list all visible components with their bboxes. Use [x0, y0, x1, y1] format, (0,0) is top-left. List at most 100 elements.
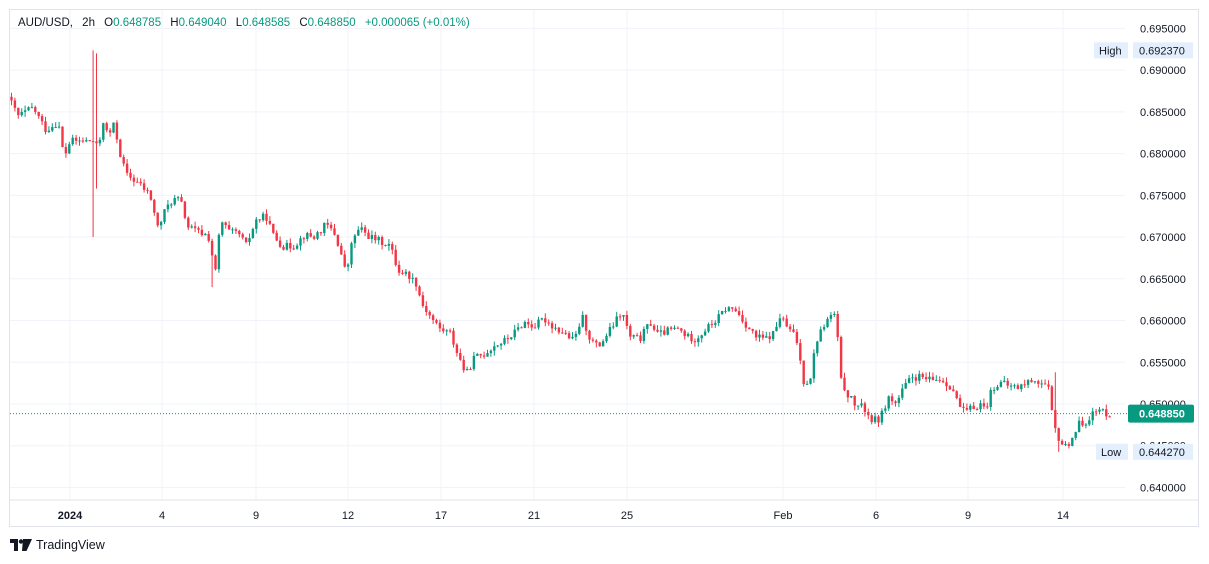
x-axis-tick-label: 6	[873, 510, 879, 522]
candle-body	[367, 232, 370, 239]
candle-body	[217, 234, 221, 270]
candle-body	[506, 338, 510, 340]
candle-body	[516, 327, 520, 330]
candle-body	[778, 318, 782, 327]
candle-body	[479, 353, 482, 356]
candle	[567, 330, 571, 340]
candle-body	[465, 369, 469, 371]
candle-body	[272, 223, 275, 233]
candle	[370, 230, 374, 244]
candle-body	[387, 243, 391, 246]
candle-body	[323, 222, 326, 233]
candle	[962, 402, 965, 413]
candle	[47, 126, 51, 133]
candle	[275, 230, 278, 242]
candle-body	[98, 139, 102, 144]
candle-body	[741, 315, 744, 322]
candle-body	[686, 333, 690, 337]
candle-body	[428, 311, 431, 316]
candle-body	[1003, 380, 1006, 382]
candle	[1037, 379, 1040, 388]
candle-body	[105, 123, 108, 131]
candle	[850, 395, 853, 398]
candle	[656, 325, 659, 333]
candle-body	[452, 330, 455, 345]
legend-interval[interactable]: 2h	[82, 17, 95, 29]
candle-body	[724, 310, 727, 312]
candle-body	[1074, 432, 1077, 438]
candle	[986, 402, 989, 410]
candle-body	[574, 333, 578, 337]
candle-body	[826, 318, 829, 328]
candle	[469, 367, 472, 371]
candle-body	[190, 226, 193, 228]
candle-body	[700, 335, 703, 339]
candle	[129, 168, 132, 181]
candle	[680, 327, 683, 333]
candle	[312, 234, 316, 241]
candle	[1081, 416, 1084, 427]
candle	[210, 238, 214, 288]
legend-symbol[interactable]: AUD/USD	[18, 17, 70, 29]
candle-body	[761, 334, 765, 338]
candle	[1084, 422, 1088, 429]
candle	[340, 242, 343, 255]
candle-body	[958, 398, 962, 407]
candle-body	[391, 243, 394, 250]
candle	[319, 231, 323, 236]
candle-body	[61, 126, 64, 148]
candle	[1030, 377, 1033, 383]
candle-body	[176, 197, 180, 199]
candle	[833, 311, 836, 318]
candle-body	[765, 336, 768, 338]
candle-body	[102, 123, 105, 140]
candle	[333, 223, 336, 236]
candle	[1054, 372, 1057, 433]
candle	[489, 349, 493, 357]
candle	[533, 322, 537, 329]
candle	[625, 310, 629, 330]
x-axis-tick-label: 12	[342, 510, 354, 522]
candle	[972, 401, 975, 410]
candle-body	[731, 307, 734, 309]
candle-body	[948, 386, 952, 390]
candle-body	[809, 378, 812, 384]
candle	[221, 221, 224, 237]
candle	[1033, 381, 1037, 384]
y-axis-tick-label: 0.690000	[1140, 65, 1186, 77]
candle	[550, 320, 554, 334]
candle	[826, 316, 829, 328]
candle-body	[469, 369, 472, 371]
candle	[81, 137, 85, 143]
candle	[544, 313, 547, 327]
candle	[1105, 404, 1108, 420]
candle	[914, 374, 918, 386]
tradingview-brand[interactable]: TradingView	[10, 538, 105, 552]
candle	[907, 375, 911, 384]
candle	[309, 229, 312, 238]
y-axis-tick-label: 0.675000	[1140, 190, 1186, 202]
candle-body	[782, 318, 785, 320]
candle	[771, 330, 775, 342]
legend-open-label: O	[104, 17, 114, 29]
candle	[697, 335, 700, 347]
candle-body	[1101, 409, 1105, 411]
candle	[37, 111, 40, 119]
candle	[799, 339, 802, 365]
candle	[404, 268, 408, 277]
candle	[557, 326, 561, 335]
candle-body	[571, 336, 574, 339]
candle	[897, 395, 901, 408]
candle-body	[374, 235, 377, 241]
candle	[122, 154, 125, 167]
candle-body	[316, 232, 319, 239]
candle-body	[411, 277, 414, 279]
candle-body	[673, 327, 676, 329]
candle	[176, 195, 180, 201]
candle	[843, 372, 846, 392]
candle-body	[357, 229, 360, 236]
candle-body	[489, 350, 493, 354]
candle-body	[377, 237, 380, 241]
candle	[265, 209, 268, 225]
